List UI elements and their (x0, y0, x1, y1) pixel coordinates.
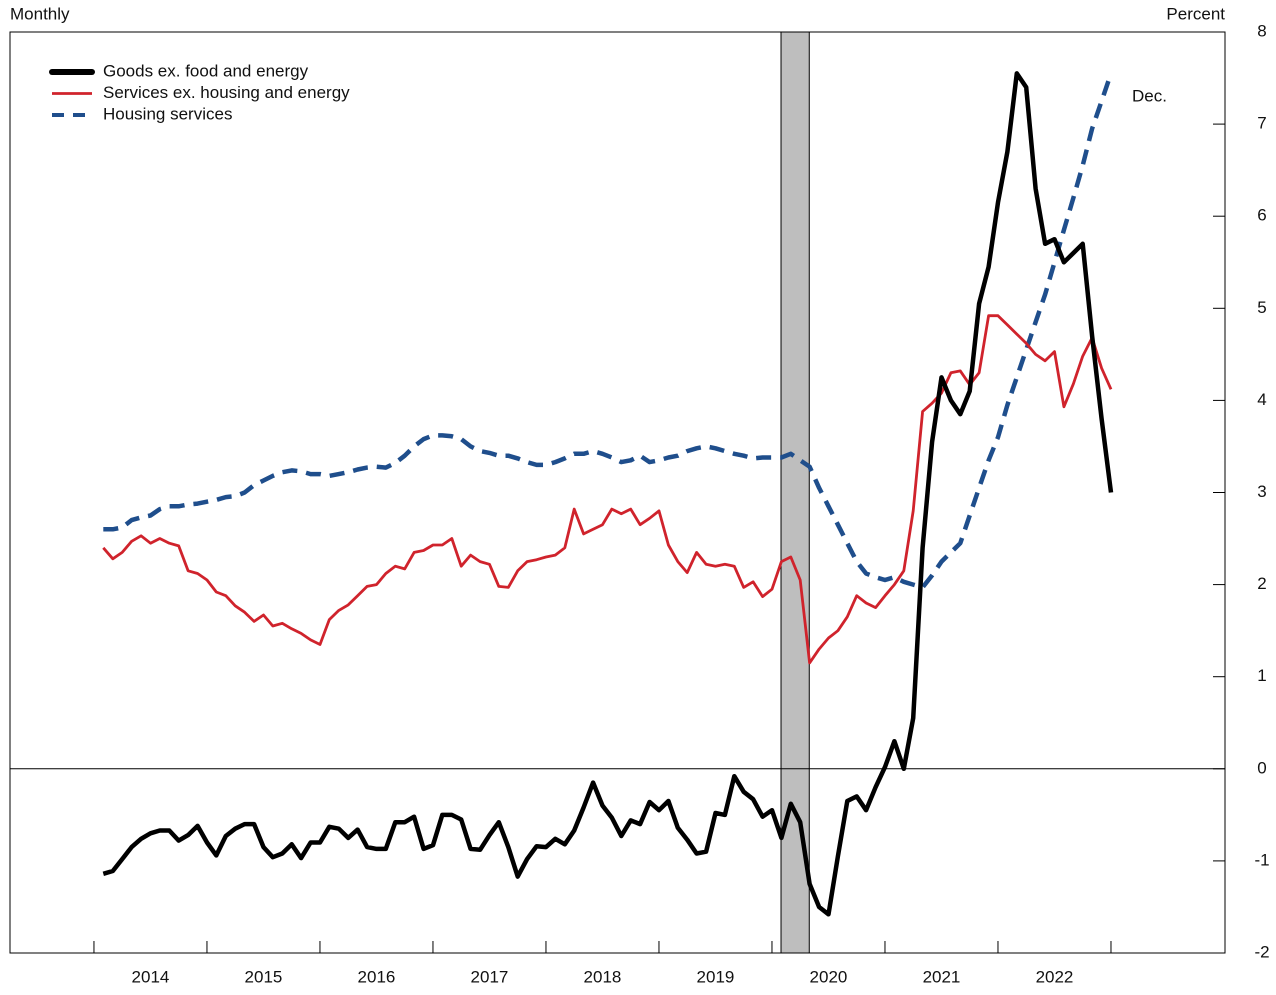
x-tick-label: 2022 (1036, 967, 1074, 986)
y-tick-label: 6 (1257, 206, 1266, 225)
x-tick-label: 2019 (697, 967, 735, 986)
y-tick-label: 5 (1257, 298, 1266, 317)
y-tick-label: 1 (1257, 666, 1266, 685)
x-tick-label: 2021 (923, 967, 961, 986)
y-tick-label: -1 (1254, 850, 1269, 869)
legend-label: Services ex. housing and energy (103, 83, 350, 102)
y-tick-label: 7 (1257, 114, 1266, 133)
y-tick-label: -2 (1254, 942, 1269, 961)
series-line (103, 72, 1114, 590)
series-line (102, 71, 1114, 917)
series-line (102, 314, 1113, 665)
y-tick-label: 2 (1257, 574, 1266, 593)
y-tick-label: 3 (1257, 482, 1266, 501)
legend-label: Goods ex. food and energy (103, 61, 309, 80)
y-tick-label: 4 (1257, 390, 1266, 409)
legend-label: Housing services (103, 104, 232, 123)
y-tick-label: 8 (1257, 21, 1266, 40)
x-tick-label: 2015 (245, 967, 283, 986)
y-tick-label: 0 (1257, 758, 1266, 777)
x-tick-label: 2020 (810, 967, 848, 986)
annotation: Dec. (1132, 86, 1167, 105)
plot-frame (9, 31, 1226, 954)
x-tick-label: 2018 (584, 967, 622, 986)
recession-shade (780, 31, 810, 954)
left-axis-label: Monthly (10, 4, 70, 23)
x-tick-label: 2017 (471, 967, 509, 986)
right-axis-label: Percent (1166, 4, 1225, 23)
x-tick-label: 2016 (358, 967, 396, 986)
x-tick-label: 2014 (132, 967, 170, 986)
